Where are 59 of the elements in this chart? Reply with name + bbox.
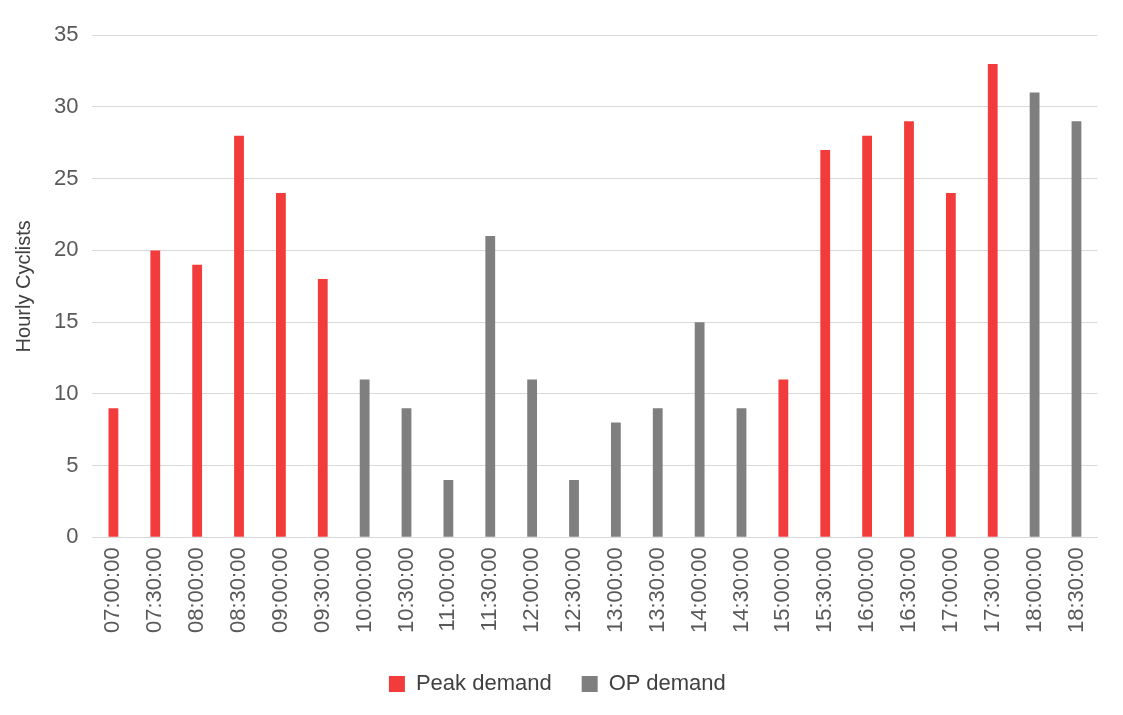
bar xyxy=(569,479,579,537)
x-tick-label: 13:30:00 xyxy=(643,547,669,633)
x-tick-label: 12:00:00 xyxy=(518,547,544,633)
x-tick-label: 11:30:00 xyxy=(476,547,502,632)
y-axis-title: Hourly Cyclists xyxy=(11,220,34,353)
bar xyxy=(862,135,873,537)
y-tick-label: 25 xyxy=(53,164,79,190)
bar xyxy=(652,408,663,537)
bar xyxy=(150,250,161,537)
bar xyxy=(610,422,621,537)
x-tick-label: 17:30:00 xyxy=(978,547,1004,633)
bar xyxy=(192,264,203,537)
bar xyxy=(527,379,538,537)
x-tick-label: 15:00:00 xyxy=(769,547,795,633)
x-tick-label: 16:30:00 xyxy=(895,547,921,633)
x-tick-label: 16:00:00 xyxy=(853,547,879,633)
bar xyxy=(904,121,914,537)
bar xyxy=(820,149,831,537)
bar xyxy=(276,193,286,537)
x-tick-label: 14:00:00 xyxy=(685,547,711,633)
bar xyxy=(401,408,412,537)
y-tick-label: 15 xyxy=(53,308,79,334)
x-tick-label: 08:00:00 xyxy=(183,547,209,633)
x-tick-label: 07:00:00 xyxy=(99,547,125,633)
bar xyxy=(234,135,244,537)
x-tick-label: 08:30:00 xyxy=(225,547,251,633)
x-tick-label: 09:00:00 xyxy=(266,547,292,633)
bar xyxy=(485,236,496,537)
legend-label: Peak demand xyxy=(415,670,552,696)
x-tick-label: 13:00:00 xyxy=(601,547,627,633)
bar xyxy=(987,63,998,537)
x-tick-label: 18:30:00 xyxy=(1062,547,1088,633)
bar xyxy=(736,408,747,537)
bar xyxy=(778,379,789,537)
x-tick-label: 18:00:00 xyxy=(1020,547,1046,633)
bar xyxy=(1029,92,1040,537)
y-tick-label: 0 xyxy=(66,523,79,549)
x-tick-label: 17:00:00 xyxy=(936,547,962,633)
x-tick-label: 07:30:00 xyxy=(141,547,167,633)
bar xyxy=(694,322,705,537)
x-tick-label: 09:30:00 xyxy=(308,547,334,633)
bar xyxy=(945,193,956,537)
y-tick-label: 20 xyxy=(53,236,79,262)
x-tick-label: 14:30:00 xyxy=(727,547,753,633)
x-tick-label: 15:30:00 xyxy=(811,547,837,633)
y-tick-label: 10 xyxy=(53,379,79,405)
x-tick-label: 12:30:00 xyxy=(560,547,586,633)
bar xyxy=(1071,121,1082,537)
x-tick-label: 10:00:00 xyxy=(350,547,376,633)
bar xyxy=(108,408,119,537)
bar xyxy=(443,479,454,537)
y-tick-label: 35 xyxy=(53,21,79,47)
bar xyxy=(359,379,370,537)
legend-label: OP demand xyxy=(608,670,726,696)
x-tick-label: 11:00:00 xyxy=(434,547,460,632)
y-tick-label: 5 xyxy=(66,451,79,477)
y-tick-label: 30 xyxy=(53,93,79,118)
bar xyxy=(317,279,328,537)
x-tick-label: 10:30:00 xyxy=(392,547,418,633)
